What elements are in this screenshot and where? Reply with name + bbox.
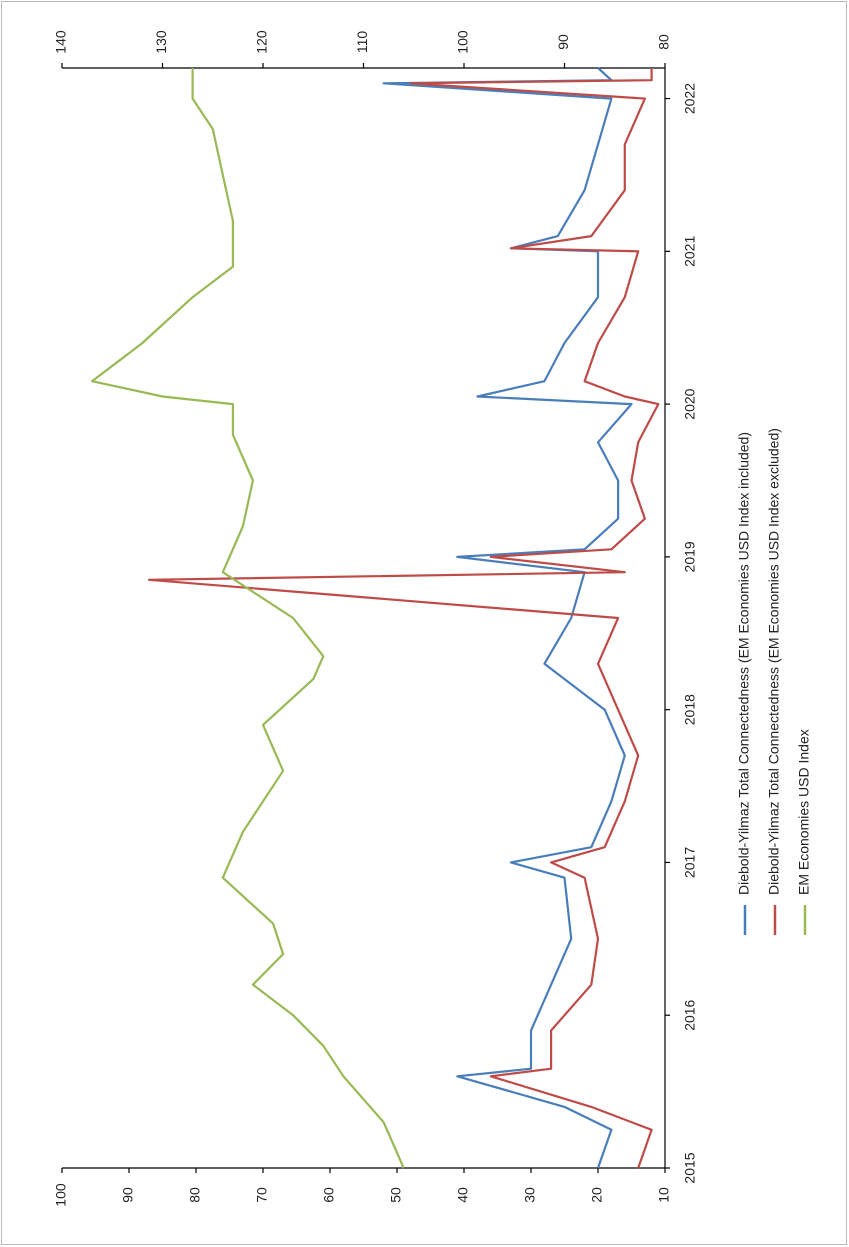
y2-tick-label: 100 bbox=[455, 30, 471, 54]
x-tick-label: 2019 bbox=[682, 541, 698, 572]
series-line bbox=[382, 67, 633, 1169]
x-tick-label: 2021 bbox=[682, 236, 698, 267]
legend-label: Diebold-Yilmaz Total Connectedness (EM E… bbox=[766, 428, 782, 895]
y-tick-label: 90 bbox=[120, 1187, 136, 1203]
y2-tick-label: 120 bbox=[254, 30, 270, 54]
x-tick-label: 2016 bbox=[682, 999, 698, 1030]
x-tick-label: 2018 bbox=[682, 694, 698, 725]
y-tick-label: 10 bbox=[656, 1187, 672, 1203]
y2-tick-label: 80 bbox=[656, 34, 672, 50]
y-tick-label: 80 bbox=[187, 1187, 203, 1203]
y-tick-label: 30 bbox=[522, 1187, 538, 1203]
x-tick-label: 2020 bbox=[682, 388, 698, 419]
y-tick-label: 50 bbox=[388, 1187, 404, 1203]
series-line bbox=[148, 68, 660, 1169]
y-tick-label: 20 bbox=[589, 1187, 605, 1203]
y2-tick-label: 140 bbox=[53, 30, 69, 54]
x-tick-label: 2015 bbox=[682, 1152, 698, 1183]
y2-tick-label: 110 bbox=[354, 31, 370, 54]
x-tick-label: 2017 bbox=[682, 847, 698, 878]
series-line bbox=[90, 68, 405, 1169]
y-tick-label: 40 bbox=[455, 1187, 471, 1203]
y-tick-label: 60 bbox=[321, 1187, 337, 1203]
legend-label: EM Economies USD Index bbox=[796, 729, 812, 895]
y-tick-label: 70 bbox=[254, 1187, 270, 1203]
legend-label: Diebold-Yilmaz Total Connectedness (EM E… bbox=[736, 432, 752, 895]
y2-tick-label: 130 bbox=[153, 30, 169, 54]
y2-tick-label: 90 bbox=[555, 34, 571, 50]
x-tick-label: 2022 bbox=[682, 83, 698, 114]
y-tick-label: 100 bbox=[53, 1183, 69, 1207]
